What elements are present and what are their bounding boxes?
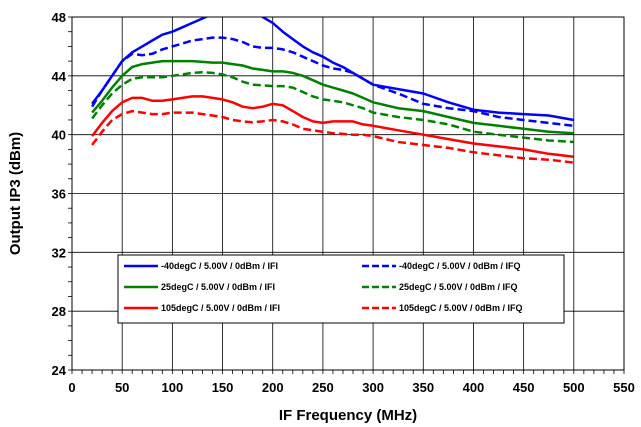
- x-tick-label: 450: [513, 380, 535, 395]
- y-tick-label: 44: [52, 69, 67, 84]
- legend-label-4: 105degC / 5.00V / 0dBm / IFI: [161, 303, 280, 313]
- legend-label-2: 25degC / 5.00V / 0dBm / IFI: [161, 282, 275, 292]
- legend-label-1: -40degC / 5.00V / 0dBm / IFQ: [399, 261, 521, 271]
- legend-label-5: 105degC / 5.00V / 0dBm / IFQ: [399, 303, 523, 313]
- x-tick-label: 500: [563, 380, 585, 395]
- x-tick-label: 200: [262, 380, 284, 395]
- series-line-1: [91, 36, 574, 128]
- x-tick-label: 50: [115, 380, 129, 395]
- legend-box: [117, 254, 565, 324]
- x-tick-label: 350: [412, 380, 434, 395]
- series-line-0: [91, 17, 575, 122]
- y-tick-label: 40: [52, 128, 66, 143]
- x-tick-label: 250: [312, 380, 334, 395]
- series-line-3: [91, 70, 574, 144]
- y-tick-label: 36: [52, 187, 66, 202]
- y-axis-title: Output IP3 (dBm): [7, 132, 24, 255]
- series-line-4: [91, 95, 574, 158]
- y-tick-label: 48: [52, 10, 66, 25]
- y-tick-label: 32: [52, 245, 66, 260]
- x-tick-label: 400: [463, 380, 485, 395]
- legend: -40degC / 5.00V / 0dBm / IFI -40degC / 5.…: [117, 254, 565, 324]
- x-tick-label: 150: [212, 380, 234, 395]
- x-tick-labels: 0 50 100 150 200 250 300 350 400 450 500 550: [68, 380, 634, 395]
- series-layer: [91, 17, 575, 164]
- x-tick-label: 0: [68, 380, 75, 395]
- y-tick-label: 24: [52, 363, 67, 378]
- x-axis-title: IF Frequency (MHz): [279, 407, 417, 424]
- legend-label-0: -40degC / 5.00V / 0dBm / IFI: [161, 261, 278, 271]
- x-tick-label: 550: [613, 380, 635, 395]
- series-line-5: [91, 109, 574, 164]
- legend-label-3: 25degC / 5.00V / 0dBm / IFQ: [399, 282, 518, 292]
- x-tick-label: 100: [162, 380, 184, 395]
- y-tick-labels: 24 28 32 36 40 44 48: [52, 10, 67, 378]
- series-line-2: [91, 59, 574, 135]
- y-tick-label: 28: [52, 304, 66, 319]
- x-tick-label: 300: [362, 380, 384, 395]
